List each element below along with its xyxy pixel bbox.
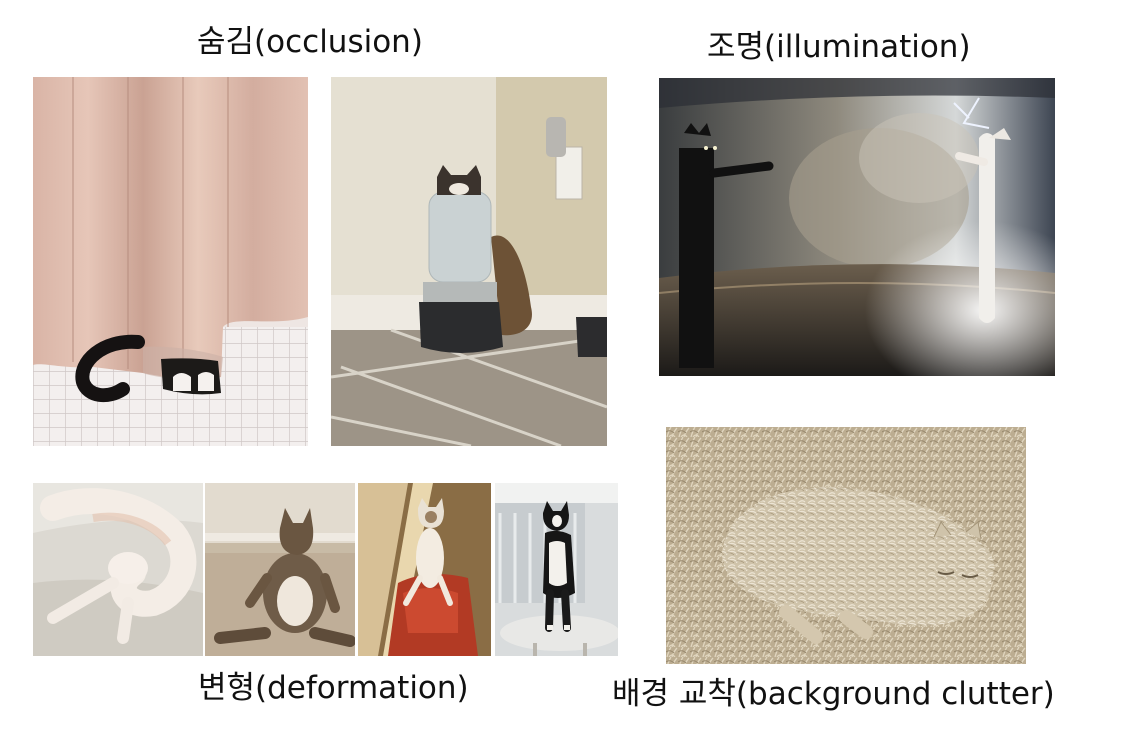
- background-clutter-label: 배경 교착(background clutter): [612, 676, 1055, 712]
- deformation-photo-4: [495, 483, 618, 656]
- deformation-photo-3: [358, 483, 491, 656]
- deformation-photo-2: [205, 483, 355, 656]
- illumination-photo: [659, 78, 1055, 376]
- occlusion-photo-curtain: [33, 77, 308, 446]
- illumination-label: 조명(illumination): [707, 29, 971, 65]
- background-clutter-photo: [666, 427, 1026, 664]
- deformation-label: 변형(deformation): [198, 670, 469, 706]
- occlusion-photo-water-jug: [331, 77, 607, 446]
- occlusion-label: 숨김(occlusion): [197, 24, 423, 60]
- deformation-photo-1: [33, 483, 203, 656]
